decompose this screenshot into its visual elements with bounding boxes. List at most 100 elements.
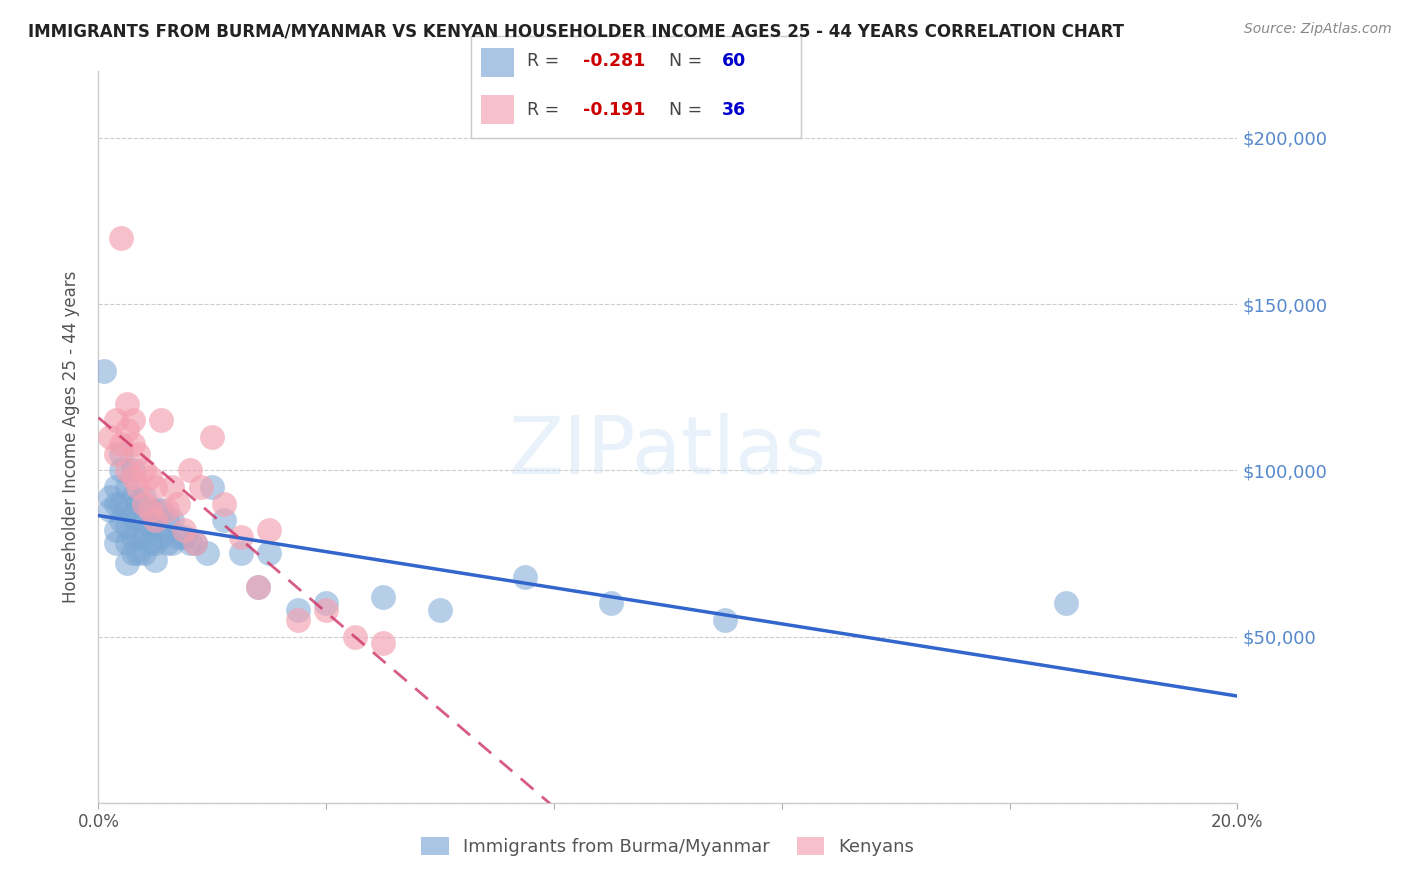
Point — [115, 480, 138, 494]
Point — [121, 546, 143, 560]
Point — [1056, 596, 1078, 610]
Point — [115, 520, 138, 534]
Point — [287, 603, 309, 617]
Point — [138, 503, 160, 517]
Point — [156, 503, 179, 517]
Point — [156, 536, 179, 550]
Text: N =: N = — [669, 53, 709, 70]
Point — [714, 613, 737, 627]
Point — [127, 480, 149, 494]
Point — [229, 546, 252, 560]
Point — [150, 503, 173, 517]
Point — [121, 530, 143, 544]
Point — [115, 536, 138, 550]
Point — [184, 536, 207, 550]
Text: N =: N = — [669, 101, 709, 119]
Text: Source: ZipAtlas.com: Source: ZipAtlas.com — [1244, 22, 1392, 37]
Legend: Immigrants from Burma/Myanmar, Kenyans: Immigrants from Burma/Myanmar, Kenyans — [415, 830, 921, 863]
Point — [127, 530, 149, 544]
Point — [259, 523, 281, 537]
Point — [287, 613, 309, 627]
Point — [167, 530, 190, 544]
Point — [343, 630, 366, 644]
Point — [121, 509, 143, 524]
Point — [104, 447, 127, 461]
Point — [600, 596, 623, 610]
Point — [104, 523, 127, 537]
Point — [179, 463, 201, 477]
Text: ZIPatlas: ZIPatlas — [509, 413, 827, 491]
Point — [98, 430, 121, 444]
Point — [173, 523, 195, 537]
Point — [115, 557, 138, 571]
Point — [110, 513, 132, 527]
Point — [110, 230, 132, 244]
Point — [150, 413, 173, 427]
Point — [162, 536, 184, 550]
Point — [156, 513, 179, 527]
Point — [132, 463, 155, 477]
Point — [127, 497, 149, 511]
Point — [121, 463, 143, 477]
Point — [162, 480, 184, 494]
Point — [104, 536, 127, 550]
Point — [93, 363, 115, 377]
Text: 60: 60 — [723, 53, 747, 70]
Point — [173, 530, 195, 544]
Point — [259, 546, 281, 560]
Point — [179, 536, 201, 550]
Point — [127, 513, 149, 527]
Point — [132, 490, 155, 504]
Point — [145, 536, 167, 550]
Point — [373, 590, 395, 604]
Point — [138, 536, 160, 550]
Point — [104, 497, 127, 511]
Point — [110, 497, 132, 511]
Point — [127, 546, 149, 560]
Point — [145, 480, 167, 494]
Point — [121, 436, 143, 450]
Point — [138, 470, 160, 484]
Point — [515, 570, 537, 584]
Point — [145, 520, 167, 534]
Point — [121, 470, 143, 484]
Point — [121, 490, 143, 504]
Point — [132, 530, 155, 544]
Point — [246, 580, 269, 594]
Point — [110, 436, 132, 450]
Point — [138, 503, 160, 517]
Point — [115, 397, 138, 411]
Bar — [481, 48, 515, 77]
Point — [201, 480, 224, 494]
Y-axis label: Householder Income Ages 25 - 44 years: Householder Income Ages 25 - 44 years — [62, 271, 80, 603]
Point — [121, 413, 143, 427]
Point — [145, 503, 167, 517]
Point — [150, 530, 173, 544]
Point — [115, 503, 138, 517]
Text: IMMIGRANTS FROM BURMA/MYANMAR VS KENYAN HOUSEHOLDER INCOME AGES 25 - 44 YEARS CO: IMMIGRANTS FROM BURMA/MYANMAR VS KENYAN … — [28, 22, 1125, 40]
Point — [138, 520, 160, 534]
Point — [98, 503, 121, 517]
Point — [167, 497, 190, 511]
Point — [145, 513, 167, 527]
Point — [110, 447, 132, 461]
Text: R =: R = — [527, 53, 565, 70]
Point — [145, 553, 167, 567]
Point — [132, 509, 155, 524]
Point — [104, 413, 127, 427]
Text: -0.281: -0.281 — [583, 53, 645, 70]
Point — [229, 530, 252, 544]
Text: 36: 36 — [723, 101, 747, 119]
Point — [115, 424, 138, 438]
Point — [162, 513, 184, 527]
Text: -0.191: -0.191 — [583, 101, 645, 119]
Point — [127, 447, 149, 461]
Point — [201, 430, 224, 444]
Bar — [481, 95, 515, 124]
Point — [132, 546, 155, 560]
Point — [132, 497, 155, 511]
Point — [195, 546, 218, 560]
Point — [115, 463, 138, 477]
Point — [184, 536, 207, 550]
Point — [429, 603, 451, 617]
